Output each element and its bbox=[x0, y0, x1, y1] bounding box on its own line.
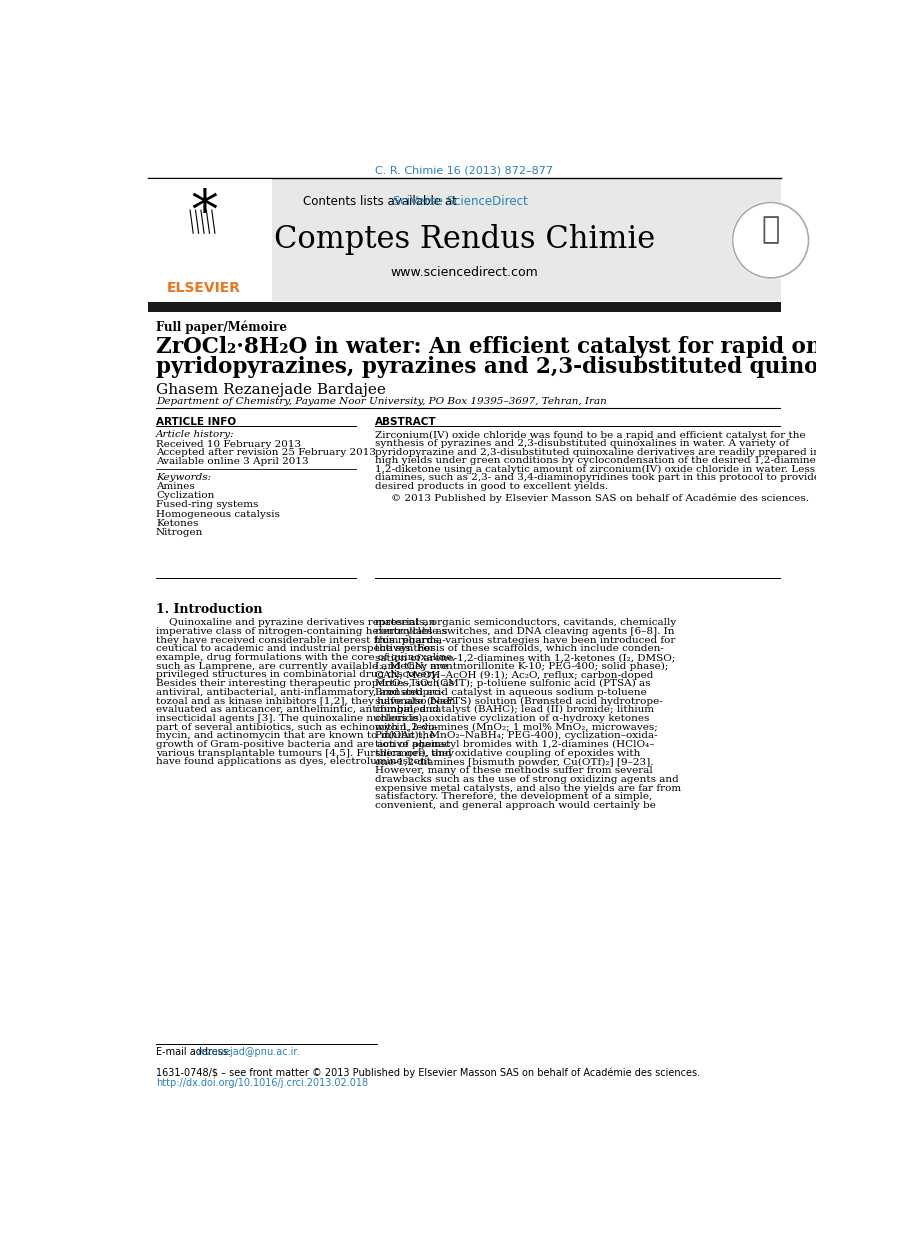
Text: have found applications as dyes, electroluminescent: have found applications as dyes, electro… bbox=[156, 758, 431, 766]
Text: the synthesis of these scaffolds, which include conden-: the synthesis of these scaffolds, which … bbox=[375, 644, 664, 654]
Text: http://dx.doi.org/10.1016/j.crci.2013.02.018: http://dx.doi.org/10.1016/j.crci.2013.02… bbox=[156, 1078, 368, 1088]
Text: synthesis of pyrazines and 2,3-disubstituted quinoxalines in water. A variety of: synthesis of pyrazines and 2,3-disubstit… bbox=[375, 439, 789, 448]
Text: SciVerse ScienceDirect: SciVerse ScienceDirect bbox=[394, 194, 528, 208]
Text: Full paper/Mémoire: Full paper/Mémoire bbox=[156, 321, 287, 334]
Text: *: * bbox=[190, 187, 218, 241]
Text: tozoal and as kinase inhibitors [1,2], they have also been: tozoal and as kinase inhibitors [1,2], t… bbox=[156, 697, 455, 706]
Text: © 2013 Published by Elsevier Masson SAS on behalf of Académie des sciences.: © 2013 Published by Elsevier Masson SAS … bbox=[391, 493, 809, 503]
Text: CAN; MeOH–AcOH (9:1); Ac₂O, reflux; carbon-doped: CAN; MeOH–AcOH (9:1); Ac₂O, reflux; carb… bbox=[375, 671, 654, 680]
Text: 1631-0748/$ – see front matter © 2013 Published by Elsevier Masson SAS on behalf: 1631-0748/$ – see front matter © 2013 Pu… bbox=[156, 1068, 700, 1078]
Text: However, many of these methods suffer from several: However, many of these methods suffer fr… bbox=[375, 766, 653, 775]
Text: insecticidal agents [3]. The quinoxaline nucleus is a: insecticidal agents [3]. The quinoxaline… bbox=[156, 714, 428, 723]
Text: convenient, and general approach would certainly be: convenient, and general approach would c… bbox=[375, 801, 656, 810]
Text: Contents lists available at: Contents lists available at bbox=[303, 194, 461, 208]
Text: I₂, MeCN; montmorillonite K-10; PEG-400; solid phase);: I₂, MeCN; montmorillonite K-10; PEG-400;… bbox=[375, 662, 668, 671]
Text: Department of Chemistry, Payame Noor University, PO Box 19395–3697, Tehran, Iran: Department of Chemistry, Payame Noor Uni… bbox=[156, 396, 607, 406]
Text: ARTICLE INFO: ARTICLE INFO bbox=[156, 416, 236, 427]
Text: ELSEVIER: ELSEVIER bbox=[167, 281, 241, 295]
Text: Nitrogen: Nitrogen bbox=[156, 529, 203, 537]
Text: Comptes Rendus Chimie: Comptes Rendus Chimie bbox=[274, 224, 655, 255]
Text: pyridopyrazines, pyrazines and 2,3-disubstituted quinoxalines: pyridopyrazines, pyrazines and 2,3-disub… bbox=[156, 357, 902, 379]
Text: Ghasem Rezanejade Bardajee: Ghasem Rezanejade Bardajee bbox=[156, 383, 385, 396]
Text: combined catalyst (BAHC); lead (II) bromide; lithium: combined catalyst (BAHC); lead (II) brom… bbox=[375, 706, 654, 714]
Text: growth of Gram-positive bacteria and are active against: growth of Gram-positive bacteria and are… bbox=[156, 740, 451, 749]
Text: with 1,2-diamines (MnO₂; 1 mol% MnO₂, microwaves;: with 1,2-diamines (MnO₂; 1 mol% MnO₂, mi… bbox=[375, 723, 658, 732]
Text: expensive metal catalysts, and also the yields are far from: expensive metal catalysts, and also the … bbox=[375, 784, 681, 792]
Text: ene-1,2-diamines [bismuth powder, Cu(OTf)₂] [9–23].: ene-1,2-diamines [bismuth powder, Cu(OTf… bbox=[375, 758, 654, 766]
Text: privileged structures in combinatorial drug discovery.: privileged structures in combinatorial d… bbox=[156, 671, 439, 680]
Text: Pd(OAc)₂; MnO₂–NaBH₄; PEG-400), cyclization–oxida-: Pd(OAc)₂; MnO₂–NaBH₄; PEG-400), cyclizat… bbox=[375, 732, 658, 740]
Text: E-mail address:: E-mail address: bbox=[156, 1047, 234, 1057]
Text: example, drug formulations with the core of quinoxaline,: example, drug formulations with the core… bbox=[156, 654, 455, 662]
Text: ZrOCl₂·8H₂O in water: An efficient catalyst for rapid one–pot synthesis of: ZrOCl₂·8H₂O in water: An efficient catal… bbox=[156, 337, 907, 359]
Text: sulfonate (NaPTS) solution (Brønsted acid hydrotrope-: sulfonate (NaPTS) solution (Brønsted aci… bbox=[375, 697, 663, 706]
Text: Available online 3 April 2013: Available online 3 April 2013 bbox=[156, 457, 308, 465]
FancyBboxPatch shape bbox=[148, 180, 272, 301]
Text: Amines: Amines bbox=[156, 482, 195, 491]
Text: materials, organic semiconductors, cavitands, chemically: materials, organic semiconductors, cavit… bbox=[375, 618, 677, 628]
Text: rezanejad@pnu.ac.ir.: rezanejad@pnu.ac.ir. bbox=[197, 1047, 299, 1057]
Text: imperative class of nitrogen-containing heterocycles as: imperative class of nitrogen-containing … bbox=[156, 626, 447, 636]
Text: Besides their interesting therapeutic properties, such as: Besides their interesting therapeutic pr… bbox=[156, 680, 454, 688]
Text: ceutical to academic and industrial perspectives. For: ceutical to academic and industrial pers… bbox=[156, 644, 434, 654]
Text: Keywords:: Keywords: bbox=[156, 473, 211, 482]
Text: antiviral, antibacterial, anti-inflammatory, and antipro-: antiviral, antibacterial, anti-inflammat… bbox=[156, 688, 444, 697]
Text: C. R. Chimie 16 (2013) 872–877: C. R. Chimie 16 (2013) 872–877 bbox=[375, 166, 553, 176]
Text: 1. Introduction: 1. Introduction bbox=[156, 603, 262, 615]
Text: tion of phenacyl bromides with 1,2-diamines (HClO₄–: tion of phenacyl bromides with 1,2-diami… bbox=[375, 740, 655, 749]
Text: they have received considerable interest from pharma-: they have received considerable interest… bbox=[156, 635, 445, 645]
Text: desired products in good to excellent yields.: desired products in good to excellent yi… bbox=[375, 482, 609, 491]
Text: MoO₃–TiO₂ (CMT); p-toluene sulfonic acid (PTSA) as: MoO₃–TiO₂ (CMT); p-toluene sulfonic acid… bbox=[375, 680, 651, 688]
Text: Cyclization: Cyclization bbox=[156, 491, 214, 500]
Text: evaluated as anticancer, anthelmintic, antifungal, and: evaluated as anticancer, anthelmintic, a… bbox=[156, 706, 439, 714]
Text: part of several antibiotics, such as echinomycin, levo-: part of several antibiotics, such as ech… bbox=[156, 723, 438, 732]
Text: Brønsted acid catalyst in aqueous sodium p-toluene: Brønsted acid catalyst in aqueous sodium… bbox=[375, 688, 647, 697]
Text: Article history:: Article history: bbox=[156, 431, 235, 439]
Text: Quinoxaline and pyrazine derivatives represent an: Quinoxaline and pyrazine derivatives rep… bbox=[156, 618, 435, 628]
Text: Ketones: Ketones bbox=[156, 519, 199, 527]
Text: such as Lamprene, are currently available and they are: such as Lamprene, are currently availabl… bbox=[156, 662, 448, 671]
Text: 1,2-diketone using a catalytic amount of zirconium(IV) oxide chloride in water. : 1,2-diketone using a catalytic amount of… bbox=[375, 465, 850, 474]
Circle shape bbox=[732, 202, 809, 279]
Text: Zirconium(IV) oxide chloride was found to be a rapid and efficient catalyst for : Zirconium(IV) oxide chloride was found t… bbox=[375, 431, 806, 439]
Text: Ⓐ: Ⓐ bbox=[762, 215, 780, 244]
Text: chloride), oxidative cyclization of α-hydroxy ketones: chloride), oxidative cyclization of α-hy… bbox=[375, 714, 649, 723]
Text: Fused-ring systems: Fused-ring systems bbox=[156, 500, 258, 510]
Text: ABSTRACT: ABSTRACT bbox=[375, 416, 437, 427]
Text: Received 10 February 2013: Received 10 February 2013 bbox=[156, 439, 301, 448]
Text: Accepted after revision 25 February 2013: Accepted after revision 25 February 2013 bbox=[156, 448, 376, 457]
Text: mycin, and actinomycin that are known to inhibit the: mycin, and actinomycin that are known to… bbox=[156, 732, 435, 740]
Text: satisfactory. Therefore, the development of a simple,: satisfactory. Therefore, the development… bbox=[375, 792, 652, 801]
FancyBboxPatch shape bbox=[148, 302, 782, 312]
Text: this regards, various strategies have been introduced for: this regards, various strategies have be… bbox=[375, 635, 676, 645]
Text: silica gel), and oxidative coupling of epoxides with: silica gel), and oxidative coupling of e… bbox=[375, 749, 640, 758]
FancyBboxPatch shape bbox=[148, 180, 782, 301]
Text: various transplantable tumours [4,5]. Furthermore, they: various transplantable tumours [4,5]. Fu… bbox=[156, 749, 454, 758]
Text: pyridopyrazine and 2,3-disubstituted quinoxaline derivatives are readily prepare: pyridopyrazine and 2,3-disubstituted qui… bbox=[375, 448, 820, 457]
Text: high yields under green conditions by cyclocondensation of the desired 1,2-diami: high yields under green conditions by cy… bbox=[375, 457, 839, 465]
Text: Homogeneous catalysis: Homogeneous catalysis bbox=[156, 510, 280, 519]
Text: www.sciencedirect.com: www.sciencedirect.com bbox=[391, 266, 539, 279]
Text: sation of arene-1,2-diamines with 1,2-ketones (I₂, DMSO;: sation of arene-1,2-diamines with 1,2-ke… bbox=[375, 654, 676, 662]
Text: controllable switches, and DNA cleaving agents [6–8]. In: controllable switches, and DNA cleaving … bbox=[375, 626, 675, 636]
Text: diamines, such as 2,3- and 3,4-diaminopyridines took part in this protocol to pr: diamines, such as 2,3- and 3,4-diaminopy… bbox=[375, 473, 841, 483]
Text: drawbacks such as the use of strong oxidizing agents and: drawbacks such as the use of strong oxid… bbox=[375, 775, 679, 784]
